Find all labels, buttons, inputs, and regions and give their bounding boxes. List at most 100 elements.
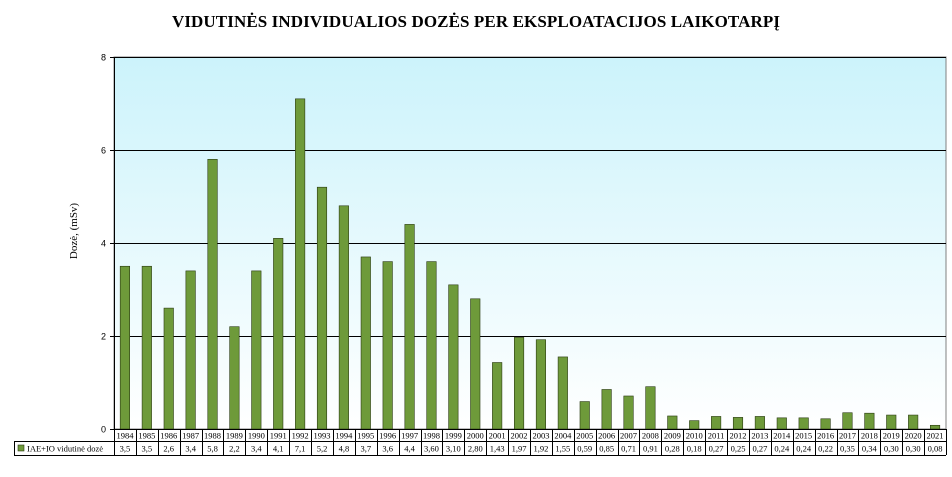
x-tick-label: 2003 — [532, 431, 549, 441]
data-label: 0,35 — [840, 444, 855, 454]
x-tick-label: 2014 — [773, 431, 791, 441]
bar — [119, 265, 130, 430]
data-table: IAE+IO vidutinė dozė 1984 3,5 1985 3,5 1986 2,… — [14, 429, 947, 456]
x-tick-label: 1987 — [182, 431, 199, 441]
bar — [273, 238, 284, 430]
data-label: 3,5 — [142, 444, 153, 454]
bar — [645, 386, 656, 430]
x-tick-label: 1994 — [335, 431, 353, 441]
y-tick-label: 2 — [101, 332, 106, 342]
bar — [864, 412, 875, 430]
bar — [470, 298, 481, 430]
x-tick-label: 2005 — [576, 431, 593, 441]
x-tick-label: 2019 — [883, 431, 900, 441]
bar — [579, 401, 590, 430]
bar — [251, 270, 262, 430]
bar — [820, 418, 831, 430]
bar — [141, 265, 152, 430]
data-label: 0,24 — [796, 444, 812, 454]
bars — [119, 98, 941, 430]
bar — [886, 414, 897, 430]
data-label: 1,55 — [555, 444, 570, 454]
legend-label: IAE+IO vidutinė dozė — [27, 444, 103, 454]
bar — [513, 337, 525, 430]
data-label: 7,1 — [295, 444, 306, 454]
data-label: 0,85 — [599, 444, 614, 454]
bar — [842, 412, 853, 430]
x-tick-label: 2011 — [708, 431, 725, 441]
data-label: 5,8 — [207, 444, 218, 454]
x-tick-label: 1986 — [160, 431, 177, 441]
x-tick-label: 1998 — [423, 431, 440, 441]
x-tick-label: 2012 — [730, 431, 747, 441]
bar — [448, 284, 459, 430]
data-label: 2,2 — [229, 444, 240, 454]
bar — [754, 416, 765, 430]
x-tick-label: 2006 — [598, 431, 615, 441]
x-tick-label: 2008 — [642, 431, 659, 441]
data-label: 3,4 — [185, 444, 196, 454]
bar — [776, 417, 787, 430]
y-tick-label: 8 — [101, 53, 106, 63]
x-tick-label: 2021 — [927, 431, 944, 441]
bar — [426, 261, 437, 430]
x-tick-label: 1996 — [379, 431, 396, 441]
data-label: 2,80 — [468, 444, 483, 454]
x-tick-label: 1992 — [292, 431, 309, 441]
data-label: 0,59 — [577, 444, 592, 454]
x-tick-label: 2007 — [620, 431, 637, 441]
x-tick-label: 2000 — [467, 431, 484, 441]
y-axis-label: Dozė, (mSv) — [68, 203, 80, 260]
x-tick-label: 1991 — [270, 431, 287, 441]
data-label: 0,27 — [709, 444, 724, 454]
bar — [382, 261, 393, 430]
data-label: 3,7 — [360, 444, 371, 454]
x-tick-label: 1984 — [116, 431, 134, 441]
x-tick-label: 2016 — [817, 431, 834, 441]
data-label: 4,8 — [339, 444, 350, 454]
bar — [404, 224, 415, 430]
legend-swatch — [17, 444, 25, 452]
bar — [929, 424, 941, 430]
bar — [711, 416, 722, 430]
x-tick-label: 1995 — [357, 431, 374, 441]
data-label: 4,1 — [273, 444, 284, 454]
y-axis-ticks: 0 2 4 6 8 — [101, 53, 115, 435]
data-label: 3,10 — [446, 444, 461, 454]
bar — [207, 159, 218, 430]
x-tick-label: 1990 — [248, 431, 265, 441]
bar — [689, 420, 700, 430]
x-tick-label: 2015 — [795, 431, 812, 441]
data-label: 5,2 — [317, 444, 328, 454]
x-tick-label: 2010 — [686, 431, 703, 441]
bar — [360, 256, 371, 430]
bar — [163, 307, 174, 430]
data-label: 1,92 — [534, 444, 549, 454]
x-tick-label: 1989 — [226, 431, 243, 441]
data-label: 1,97 — [512, 444, 527, 454]
bar — [316, 186, 328, 430]
x-tick-label: 2017 — [839, 431, 856, 441]
y-tick-label: 4 — [101, 239, 106, 249]
bar — [295, 98, 306, 430]
data-label: 3,4 — [251, 444, 262, 454]
data-label: 0,71 — [621, 444, 636, 454]
bar — [732, 417, 744, 430]
bar — [667, 415, 678, 430]
y-tick-label: 6 — [101, 146, 106, 156]
chart-title: VIDUTINĖS INDIVIDUALIOS DOZĖS PER EKSPLO… — [171, 12, 781, 31]
bar — [601, 389, 612, 430]
data-label: 3,60 — [424, 444, 439, 454]
data-label: 0,34 — [862, 444, 878, 454]
x-tick-label: 1993 — [314, 431, 331, 441]
data-label: 0,28 — [665, 444, 680, 454]
bar — [557, 356, 568, 430]
data-label: 0,08 — [928, 444, 943, 454]
x-tick-label: 2001 — [489, 431, 506, 441]
data-label: 4,4 — [404, 444, 415, 454]
data-label: 3,5 — [120, 444, 131, 454]
bar — [185, 270, 196, 430]
x-tick-label: 1999 — [445, 431, 462, 441]
y-tick-label: 0 — [101, 425, 106, 435]
